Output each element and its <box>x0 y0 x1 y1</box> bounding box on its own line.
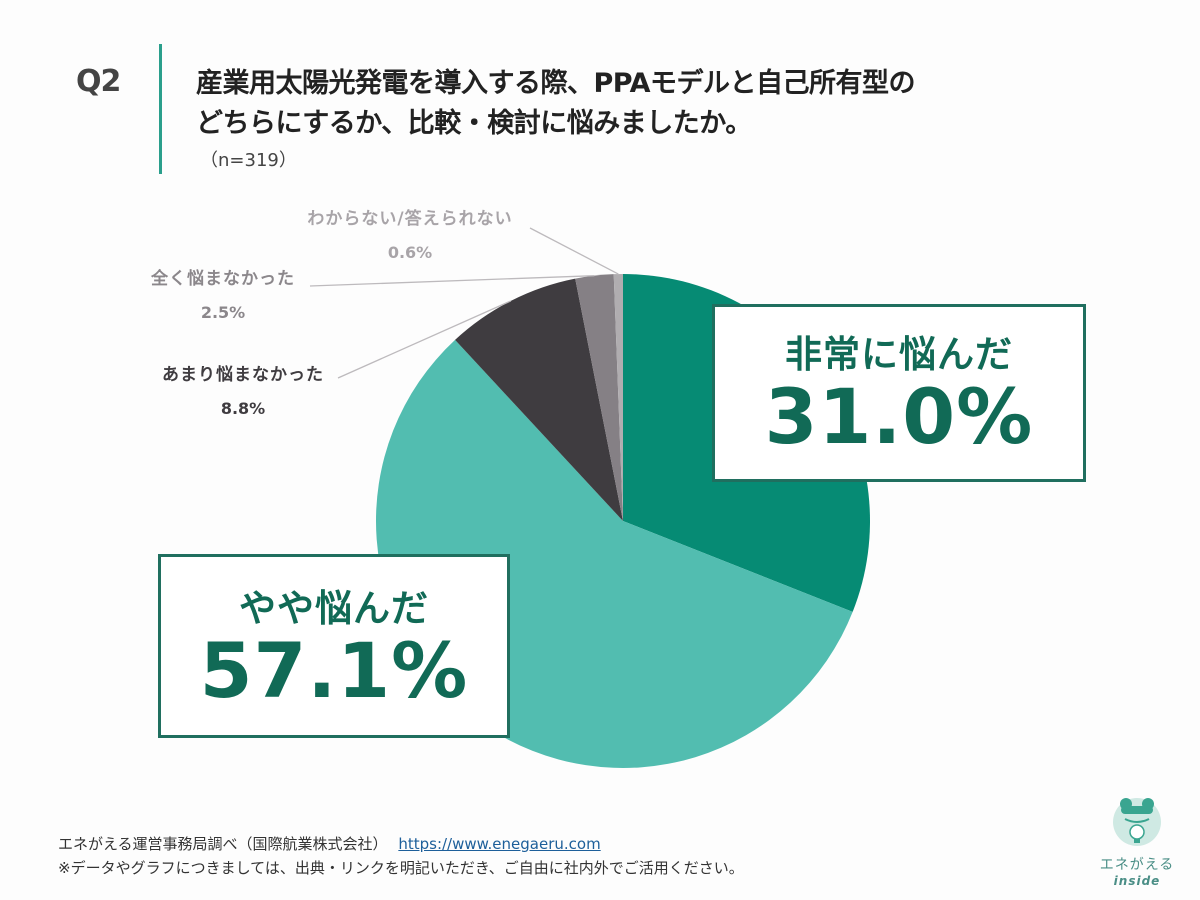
logo-subtext: inside <box>1113 874 1161 888</box>
label-not-much-value: 8.8% <box>220 399 266 418</box>
label-not-at-all-text: 全く悩まなかった <box>151 269 295 289</box>
label-somewhat-worried: やや悩んだ 57.1% <box>158 554 510 738</box>
label-dont-know-text: わからない/答えられない <box>307 209 513 229</box>
label-very-worried: 非常に悩んだ 31.0% <box>712 304 1086 482</box>
label-not-much: あまり悩まなかった 8.8% <box>138 360 348 418</box>
usage-note: ※データやグラフにつきましては、出典・リンクを明記いただき、ご自由に社内外でご活… <box>58 859 744 877</box>
label-not-at-all-value: 2.5% <box>200 303 246 322</box>
leader-line <box>337 300 512 379</box>
question-number: Q2 <box>76 64 121 99</box>
leader-line <box>309 275 595 287</box>
label-dont-know-value: 0.6% <box>387 243 433 262</box>
label-somewhat-worried-value: 57.1% <box>199 626 469 715</box>
enegaeru-logo: エネがえる inside <box>1092 792 1182 888</box>
slice-not-much <box>455 278 623 521</box>
logo-text: エネがえる <box>1099 857 1175 873</box>
label-very-worried-value: 31.0% <box>764 372 1034 461</box>
chart-title: 産業用太陽光発電を導入する際、PPAモデルと自己所有型の どちらにするか、比較・… <box>196 64 916 144</box>
label-not-much-text: あまり悩まなかった <box>162 365 324 385</box>
slice-not-at-all <box>575 274 623 521</box>
leader-line <box>529 227 619 275</box>
title-line-1: 産業用太陽光発電を導入する際、PPAモデルと自己所有型の <box>196 68 916 99</box>
label-somewhat-worried-text: やや悩んだ <box>239 587 429 630</box>
sample-size: （n=319） <box>200 150 297 171</box>
source-text: エネがえる運営事務局調べ（国際航業株式会社） <box>58 835 388 853</box>
label-not-at-all: 全く悩まなかった 2.5% <box>128 264 318 322</box>
label-dont-know: わからない/答えられない 0.6% <box>270 204 550 262</box>
title-line-2: どちらにするか、比較・検討に悩みましたか。 <box>196 108 752 139</box>
label-very-worried-text: 非常に悩んだ <box>785 333 1013 376</box>
slice-dont-know <box>613 274 623 521</box>
source-link[interactable]: https://www.enegaeru.com <box>398 835 601 853</box>
header-divider <box>159 44 162 174</box>
frog-bulb-icon <box>1113 798 1161 846</box>
footer: エネがえる運営事務局調べ（国際航業株式会社） https://www.enega… <box>58 832 744 880</box>
